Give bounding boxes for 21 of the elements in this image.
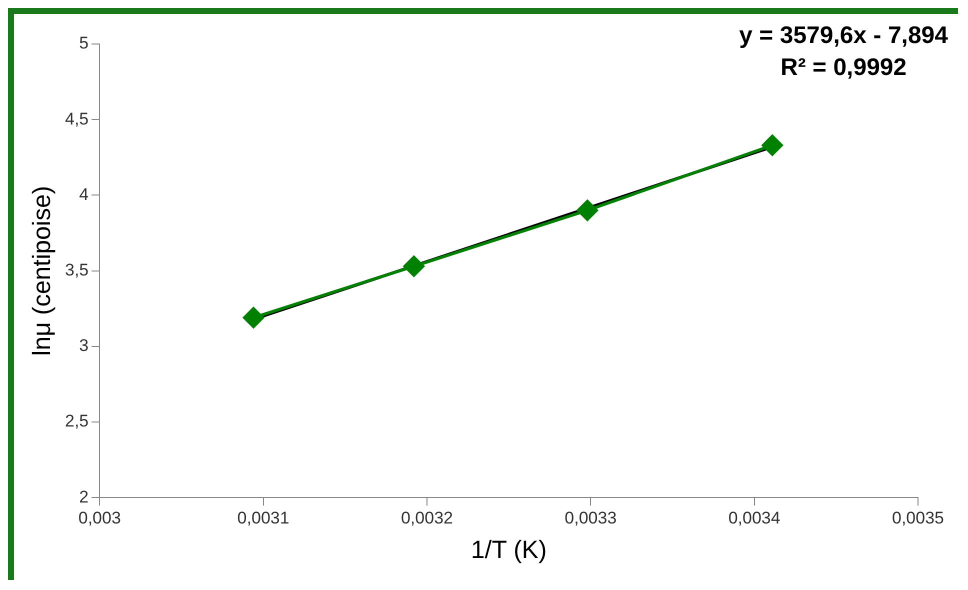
annotation: y = 3579,6x - 7,894 xyxy=(739,21,948,51)
x-tick-label: 0,0032 xyxy=(400,508,453,528)
y-axis-title: lnμ (centipoise) xyxy=(28,186,56,356)
x-axis-title: 1/T (K) xyxy=(470,536,547,564)
y-tick-label: 2 xyxy=(79,487,89,506)
y-tick-label: 2,5 xyxy=(64,412,89,431)
annotation: R² = 0,9992 xyxy=(780,53,908,83)
y-tick-label: 4,5 xyxy=(64,109,89,128)
x-tick-label: 0,0033 xyxy=(564,508,617,528)
point xyxy=(762,134,783,156)
x-tick-label: 0,0031 xyxy=(237,508,290,528)
point xyxy=(242,307,264,328)
y-tick-label: 3 xyxy=(79,336,89,356)
x-tick-label: 0,003 xyxy=(78,508,121,528)
x-tick-label: 0,0034 xyxy=(728,508,780,528)
point xyxy=(576,200,598,221)
y-tick-label: 3,5 xyxy=(64,260,89,280)
point xyxy=(403,256,424,277)
y-tick-label: 4 xyxy=(79,184,89,204)
y-tick-label: 5 xyxy=(79,34,89,53)
x-tick-label: 0,0035 xyxy=(892,508,944,528)
